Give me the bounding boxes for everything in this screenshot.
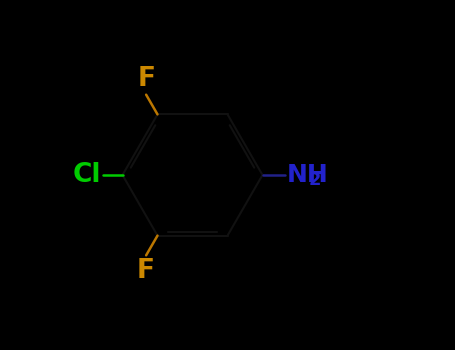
Text: NH: NH (287, 163, 329, 187)
Text: F: F (137, 258, 155, 284)
Text: Cl: Cl (73, 162, 101, 188)
Text: F: F (137, 66, 155, 92)
Text: 2: 2 (309, 170, 322, 189)
